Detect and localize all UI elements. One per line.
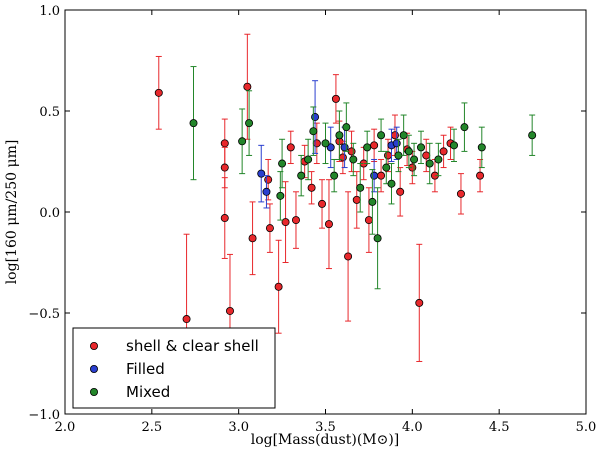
data-point (370, 171, 379, 180)
legend: shell & clear shell Filled Mixed (72, 327, 276, 409)
data-point (434, 155, 443, 164)
data-point (356, 183, 365, 192)
data-point (450, 141, 459, 150)
data-point (528, 131, 537, 140)
data-point (248, 234, 257, 243)
series-2 (189, 66, 537, 290)
data-point (331, 94, 340, 103)
data-point (297, 171, 306, 180)
data-point (304, 155, 313, 164)
data-point (309, 127, 318, 136)
data-point (335, 131, 344, 140)
x-tick-label: 2.5 (141, 420, 162, 435)
data-point (364, 216, 373, 225)
data-point (225, 306, 234, 315)
data-point (238, 137, 247, 146)
legend-label: Mixed (126, 383, 170, 401)
data-point (262, 187, 271, 196)
data-point (189, 119, 198, 128)
data-point (425, 159, 434, 168)
data-point (220, 163, 229, 172)
data-point (278, 159, 287, 168)
data-point (286, 143, 295, 152)
data-point (220, 214, 229, 223)
data-point (276, 191, 285, 200)
data-point (370, 141, 379, 150)
data-point (368, 197, 377, 206)
x-tick-label: 4.5 (489, 420, 510, 435)
data-point (182, 315, 191, 324)
x-tick-label: 5.0 (576, 420, 597, 435)
data-point (326, 143, 335, 152)
x-tick-label: 3.5 (315, 420, 336, 435)
data-point (422, 151, 431, 160)
data-point (154, 88, 163, 97)
x-tick-label: 4.0 (402, 420, 423, 435)
data-point (321, 139, 330, 148)
data-point (460, 123, 469, 132)
data-point (396, 187, 405, 196)
x-axis-label: log[Mass(dust)(M⊙)] (251, 432, 400, 448)
x-tick-label: 3.0 (228, 420, 249, 435)
data-point (307, 183, 316, 192)
y-tick-label: 1.0 (39, 4, 60, 19)
data-point (220, 139, 229, 148)
data-point (281, 218, 290, 227)
legend-label: shell & clear shell (126, 337, 259, 355)
y-tick-label: −1.0 (28, 408, 60, 423)
data-point (349, 155, 358, 164)
data-point (387, 179, 396, 188)
legend-marker (90, 387, 99, 396)
data-point (415, 298, 424, 307)
data-point (274, 282, 283, 291)
data-point (342, 123, 351, 132)
data-point (377, 131, 386, 140)
data-point (264, 175, 273, 184)
data-point (477, 143, 486, 152)
data-point (344, 252, 353, 261)
data-point (456, 189, 465, 198)
legend-label: Filled (126, 360, 165, 378)
y-tick-label: 0.0 (39, 206, 60, 221)
data-point (439, 147, 448, 156)
data-point (410, 155, 419, 164)
x-tick-label: 2.0 (55, 420, 76, 435)
data-point (373, 234, 382, 243)
data-point (377, 171, 386, 180)
data-point (318, 199, 327, 208)
axis-ticks: 2.0 2.5 3.0 3.5 4.0 4.5 5.0 −1.0 −0.5 0.0 0.5 1.0 (28, 4, 596, 435)
data-point (384, 151, 393, 160)
data-point (291, 216, 300, 225)
legend-marker (90, 341, 99, 350)
data-point (243, 82, 252, 91)
data-point (417, 143, 426, 152)
legend-box (72, 327, 276, 409)
data-point (245, 119, 254, 128)
data-point (330, 171, 339, 180)
data-point (352, 195, 361, 204)
data-point (324, 220, 333, 229)
data-point (311, 113, 320, 122)
data-marks (154, 33, 537, 405)
y-axis-label: log[160 μm/250 μm] (4, 140, 20, 285)
data-point (382, 163, 391, 172)
y-tick-label: 0.5 (39, 105, 60, 120)
data-point (363, 143, 372, 152)
data-point (340, 143, 349, 152)
y-tick-label: −0.5 (28, 307, 60, 322)
data-point (392, 139, 401, 148)
data-point (390, 131, 399, 140)
data-point (476, 171, 485, 180)
data-point (312, 139, 321, 148)
data-point (404, 147, 413, 156)
legend-marker (90, 364, 99, 373)
data-point (257, 169, 266, 178)
data-point (265, 224, 274, 233)
